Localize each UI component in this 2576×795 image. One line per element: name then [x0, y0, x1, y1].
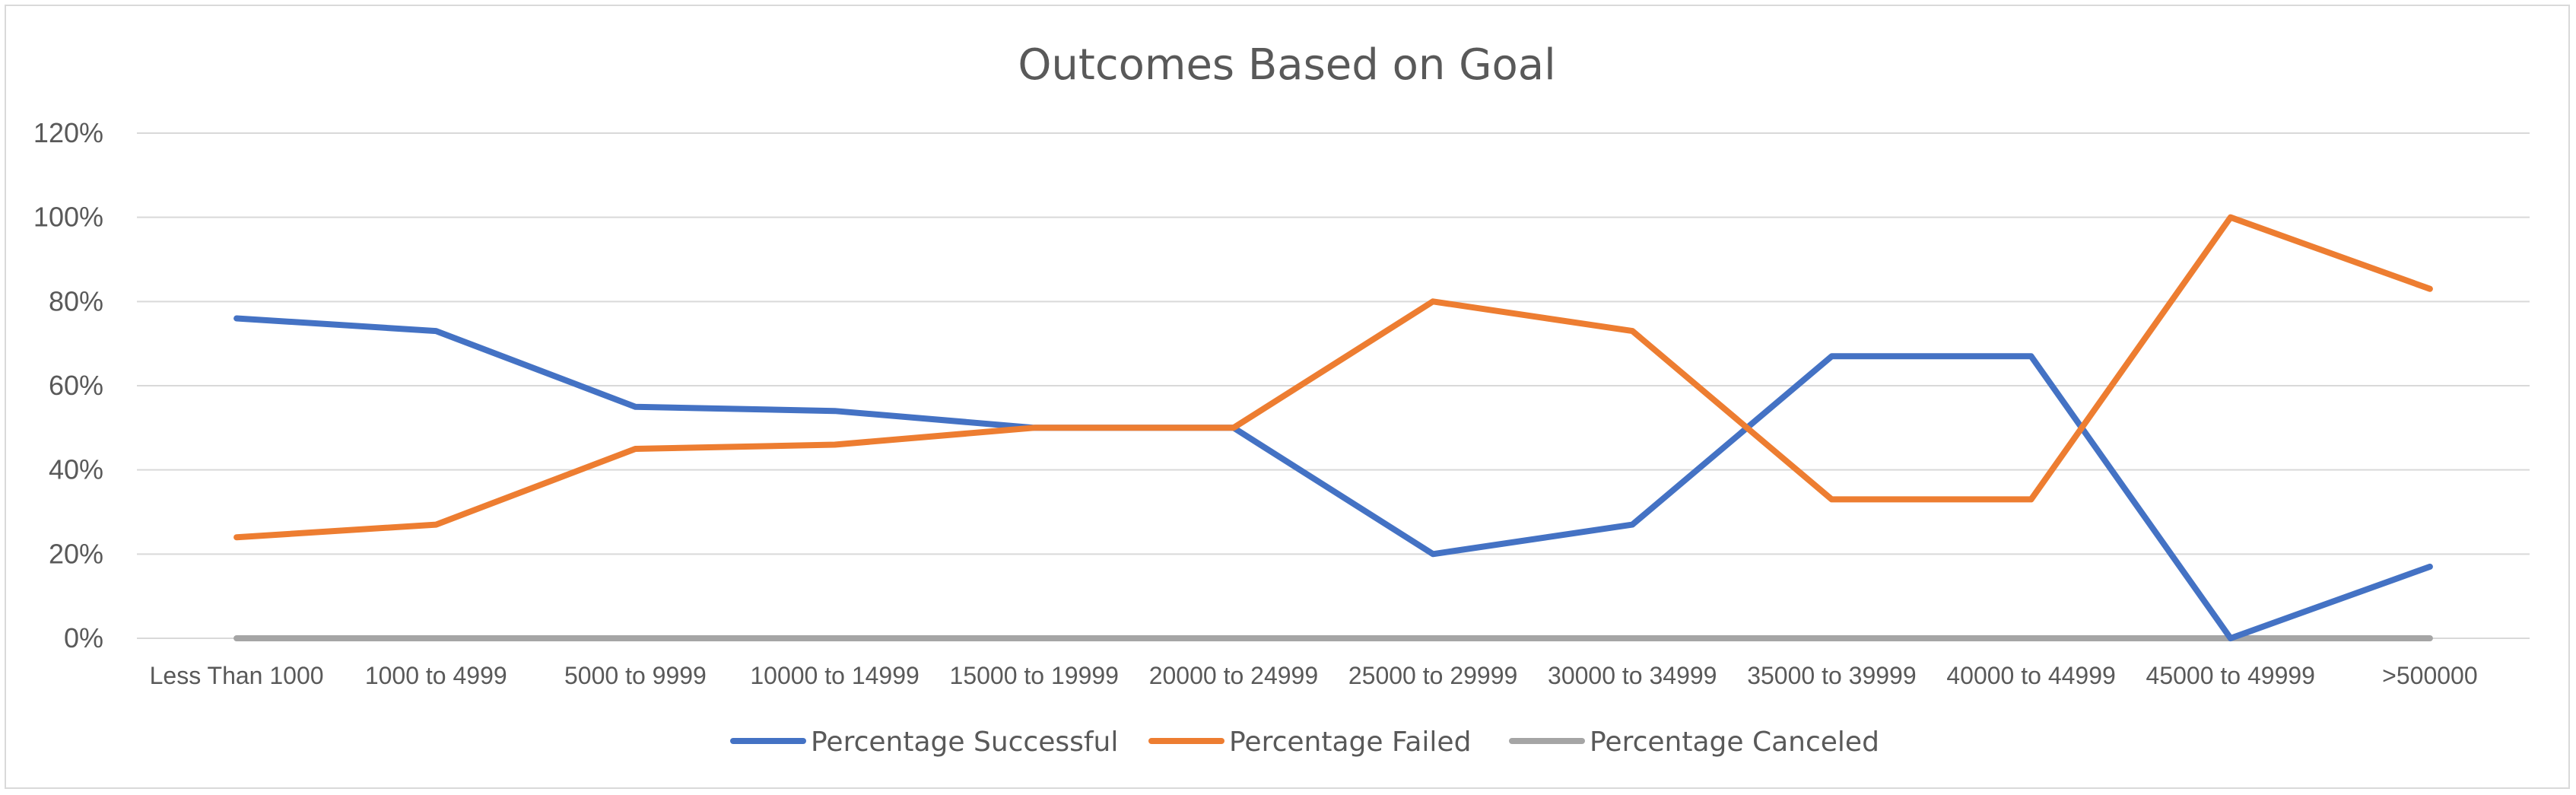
x-tick-label: 5000 to 9999: [564, 662, 707, 689]
legend-label-percentage-successful: Percentage Successful: [811, 727, 1118, 758]
x-tick-label: 20000 to 24999: [1149, 662, 1318, 689]
y-tick-label: 100%: [33, 202, 103, 233]
series-line-percentage-successful: [233, 315, 2433, 641]
x-tick-label: 1000 to 4999: [365, 662, 507, 689]
x-tick-label: 35000 to 39999: [1747, 662, 1916, 689]
y-tick-label: 60%: [49, 370, 103, 401]
x-tick-label: 15000 to 19999: [950, 662, 1119, 689]
x-tick-label: 10000 to 14999: [750, 662, 919, 689]
line-chart: Outcomes Based on Goal 0% 20% 40% 60% 80% 100…: [33, 40, 2530, 758]
x-tick-label: 45000 to 49999: [2146, 662, 2315, 689]
x-tick-label: 25000 to 29999: [1348, 662, 1517, 689]
y-tick-label: 40%: [49, 454, 103, 485]
y-tick-label: 0%: [64, 622, 103, 653]
legend-label-percentage-failed: Percentage Failed: [1229, 727, 1471, 758]
series-line-percentage-failed: [233, 214, 2433, 541]
chart-frame: Outcomes Based on Goal 0% 20% 40% 60% 80% 100…: [5, 5, 2570, 789]
y-tick-label: 120%: [33, 117, 103, 148]
x-tick-label: 30000 to 34999: [1548, 662, 1717, 689]
y-tick-label: 80%: [49, 285, 103, 316]
legend-label-percentage-canceled: Percentage Canceled: [1590, 727, 1879, 758]
x-tick-label: Less Than 1000: [150, 662, 324, 689]
x-tick-label: >500000: [2382, 662, 2477, 689]
y-tick-label: 20%: [49, 538, 103, 569]
x-tick-label: 40000 to 44999: [1946, 662, 2115, 689]
legend: Percentage Successful Percentage Failed Pe…: [730, 727, 1879, 758]
grid-lines: [137, 132, 2530, 639]
series-lines: [233, 214, 2433, 641]
chart-title: Outcomes Based on Goal: [1018, 40, 1555, 90]
y-axis-ticks: 0% 20% 40% 60% 80% 100% 120%: [33, 117, 103, 653]
x-axis-ticks: Less Than 1000 1000 to 4999 5000 to 9999 10…: [150, 662, 2478, 689]
